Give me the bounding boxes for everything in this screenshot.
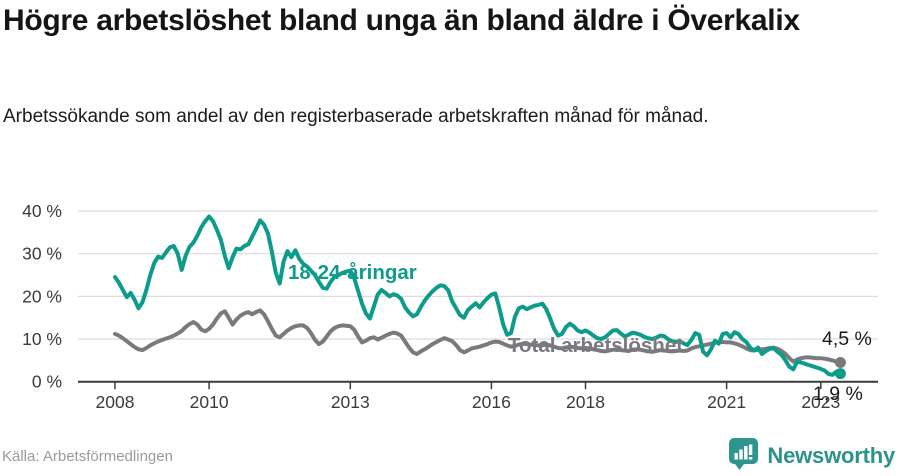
y-axis-label: 10 % <box>22 329 62 349</box>
page-subtitle: Arbetssökande som andel av den registerb… <box>3 106 709 127</box>
x-axis-label: 2008 <box>96 392 135 412</box>
x-axis-label: 2010 <box>190 392 229 412</box>
end-value-label-youth: 1,9 % <box>813 383 863 405</box>
series-label-youth: 18-24-åringar <box>288 261 417 284</box>
page-title: Högre arbetslöshet bland unga än bland ä… <box>3 4 800 37</box>
unemployment-line-chart: 0 % 10 % 20 % 30 % 40 % 2008 2010 2013 2016 2018 2… <box>22 201 878 412</box>
y-axis-label: 20 % <box>22 286 62 306</box>
newsworthy-wordmark: Newsworthy <box>767 443 895 468</box>
series-end-dot-youth <box>834 368 846 380</box>
x-axis-label: 2023 <box>801 392 840 412</box>
x-axis-label: 2013 <box>331 392 370 412</box>
x-axis-label: 2018 <box>566 392 605 412</box>
newsworthy-logo[interactable]: Newsworthy <box>728 437 895 476</box>
x-axis-label: 2016 <box>472 392 511 412</box>
y-axis-label: 30 % <box>22 244 62 264</box>
chart-svg: 0 % 10 % 20 % 30 % 40 % 2008 2010 2013 2016 2018 2… <box>22 201 878 412</box>
source-text: Källa: Arbetsförmedlingen <box>2 447 173 465</box>
y-axis-label: 40 % <box>22 201 62 221</box>
series-label-total: Total arbetslöshet <box>508 334 683 357</box>
series-line-youth <box>113 214 843 377</box>
series-end-dot-total <box>834 357 846 368</box>
end-value-label-total: 4,5 % <box>822 328 872 350</box>
x-axis-label: 2021 <box>707 392 746 412</box>
newsworthy-bar-chart-icon <box>728 437 759 476</box>
y-axis-label: 0 % <box>32 372 62 392</box>
footer: Källa: Arbetsförmedlingen Newsworthy <box>0 437 900 476</box>
